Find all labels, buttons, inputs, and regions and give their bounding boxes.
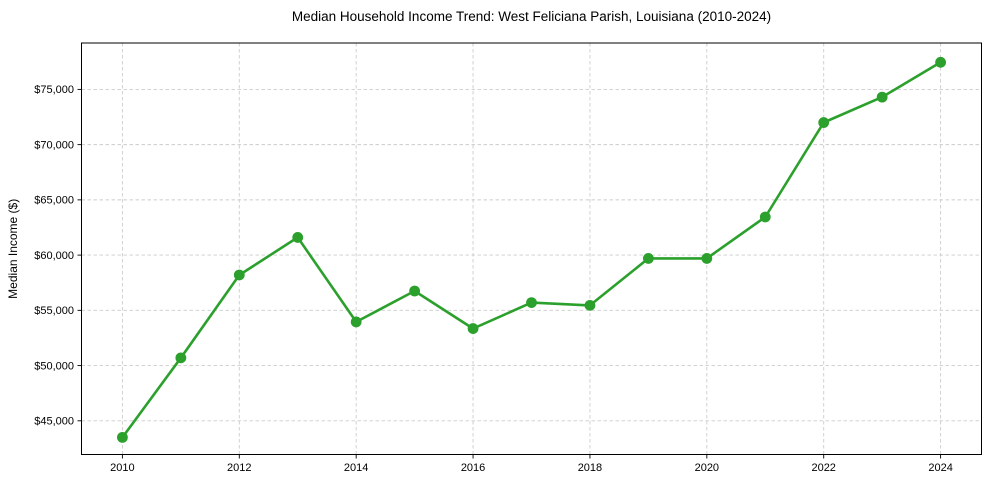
data-point-2024 bbox=[935, 56, 946, 68]
data-point-2014 bbox=[350, 316, 362, 328]
y-tick-label: $65,000 bbox=[34, 195, 74, 207]
data-point-2020 bbox=[701, 253, 713, 264]
data-point-2022 bbox=[818, 117, 830, 128]
y-axis-label: Median Income ($) bbox=[6, 199, 20, 299]
x-tick-label: 2024 bbox=[928, 462, 952, 474]
y-tick-label: $60,000 bbox=[34, 250, 74, 262]
y-tick-label: $45,000 bbox=[34, 416, 74, 428]
data-point-2021 bbox=[759, 211, 771, 223]
chart-title: Median Household Income Trend: West Feli… bbox=[292, 9, 771, 24]
x-tick-label: 2014 bbox=[344, 462, 368, 474]
data-point-2015 bbox=[409, 285, 421, 297]
axes-border bbox=[81, 42, 982, 455]
y-tick-label: $55,000 bbox=[34, 305, 74, 317]
data-point-2017 bbox=[526, 297, 537, 309]
y-tick-label: $70,000 bbox=[34, 139, 74, 151]
data-point-2018 bbox=[584, 299, 596, 311]
data-point-2019 bbox=[642, 253, 654, 264]
data-point-2023 bbox=[876, 91, 888, 103]
data-point-2016 bbox=[467, 323, 479, 334]
plot-background bbox=[81, 43, 982, 455]
data-point-2013 bbox=[292, 232, 304, 243]
x-tick-label: 2012 bbox=[227, 462, 251, 474]
data-point-2011 bbox=[175, 352, 187, 364]
plot-area: $45,000 $50,000 $55,000 $60,000 $65,000 $70,0… bbox=[34, 42, 982, 474]
x-tick-label: 2016 bbox=[461, 462, 485, 474]
y-tick-label: $50,000 bbox=[34, 360, 74, 372]
x-tick-label: 2022 bbox=[811, 462, 835, 474]
data-point-2012 bbox=[233, 269, 245, 281]
x-tick-label: 2010 bbox=[110, 462, 134, 474]
y-tick-label: $75,000 bbox=[34, 84, 74, 96]
data-point-2010 bbox=[117, 431, 128, 443]
x-tick-label: 2020 bbox=[695, 462, 719, 474]
x-tick-label: 2018 bbox=[578, 462, 602, 474]
